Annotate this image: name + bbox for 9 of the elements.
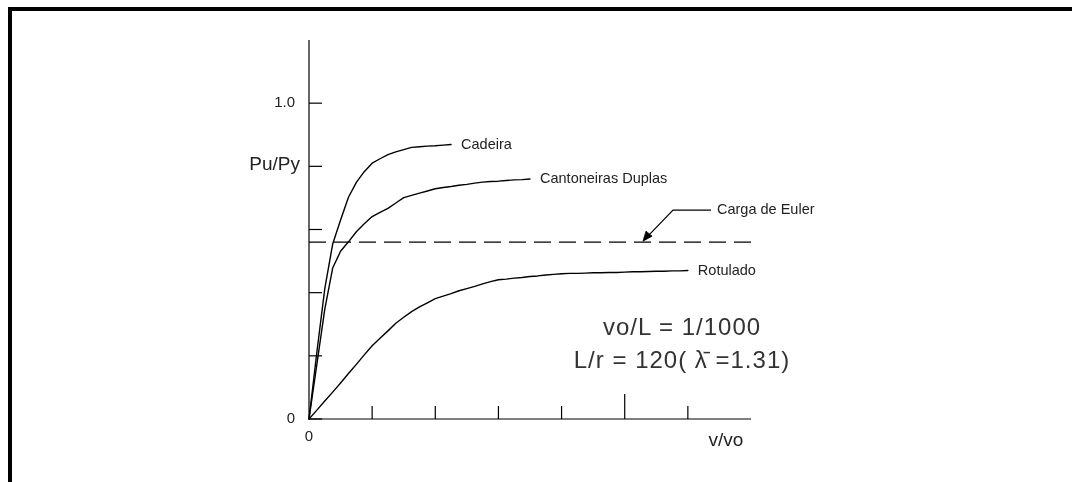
y-tick-label: 1.0 (274, 93, 295, 111)
annotation: vo/L = 1/1000 (602, 313, 762, 340)
series-label: Cantoneiras Duplas (540, 169, 668, 186)
y-axis-title: Pu/Py (249, 153, 301, 175)
series-label: Cadeira (461, 135, 513, 152)
x-axis-title: v/vo (708, 429, 744, 451)
annotation: L/r = 120( λ̄ =1.31) (573, 346, 791, 373)
series-label: Rotulado (697, 261, 756, 278)
ref-line-label: Carga de Euler (717, 200, 815, 217)
